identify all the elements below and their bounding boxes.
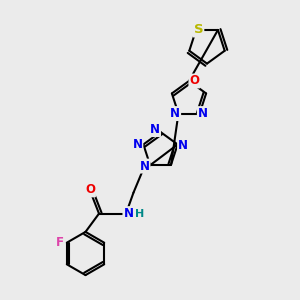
Text: N: N xyxy=(178,140,188,152)
Text: O: O xyxy=(85,183,95,196)
Text: N: N xyxy=(140,160,149,172)
Text: H: H xyxy=(135,208,144,219)
Text: F: F xyxy=(56,236,64,249)
Text: S: S xyxy=(194,23,203,37)
Text: O: O xyxy=(189,74,200,88)
Text: N: N xyxy=(150,123,160,136)
Text: N: N xyxy=(170,107,180,120)
Text: N: N xyxy=(123,207,134,220)
Text: N: N xyxy=(198,107,208,120)
Text: N: N xyxy=(132,138,142,151)
